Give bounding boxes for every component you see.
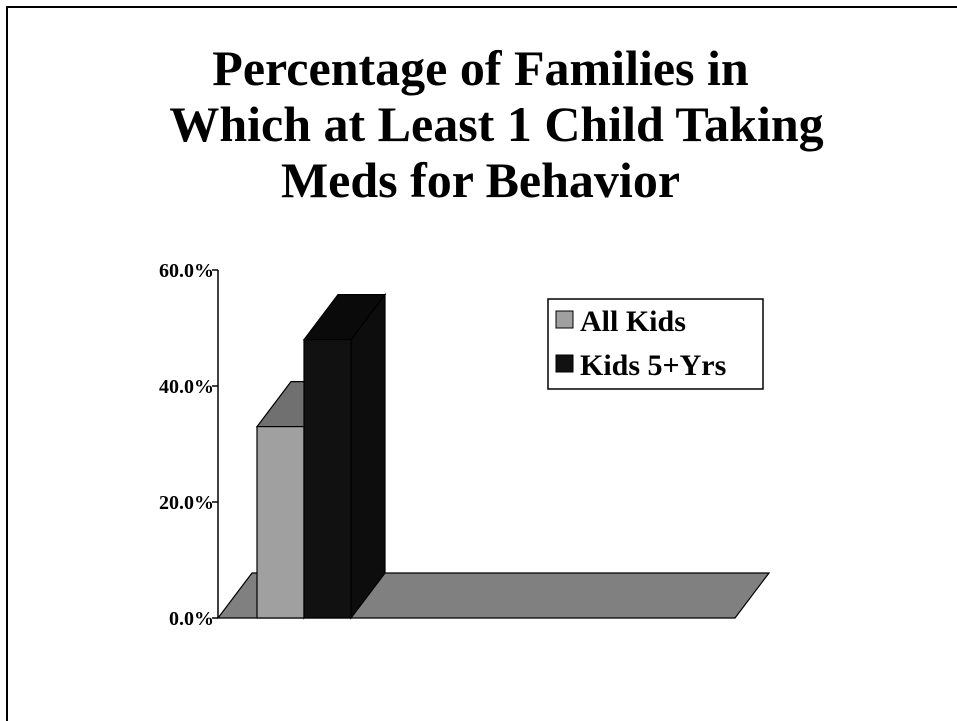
bar-side-face — [350, 292, 386, 620]
chart-title-line-3: Meds for Behavior — [280, 152, 681, 208]
y-tick-label: 0.0% — [169, 608, 214, 630]
bar-front-face — [303, 339, 352, 619]
y-tick-label: 20.0% — [159, 492, 214, 514]
chart-title: Percentage of Families in Which at Least… — [0, 40, 855, 208]
legend-label: Kids 5+Yrs — [580, 349, 726, 382]
legend-swatch-kids-5-yrs — [555, 354, 574, 373]
chart-title-line-1: Percentage of Families in — [212, 40, 749, 96]
legend-swatch-all-kids — [555, 310, 574, 329]
bar-kids-5-yrs — [302, 292, 387, 620]
slide-border — [6, 6, 957, 721]
chart-title-line-2: Which at Least 1 Child Taking — [169, 96, 824, 152]
bar-front-face — [256, 426, 305, 619]
legend-box — [547, 298, 764, 390]
legend-label: All Kids — [580, 305, 686, 338]
y-tick-label: 40.0% — [159, 376, 214, 398]
y-tick-label: 60.0% — [159, 260, 214, 282]
